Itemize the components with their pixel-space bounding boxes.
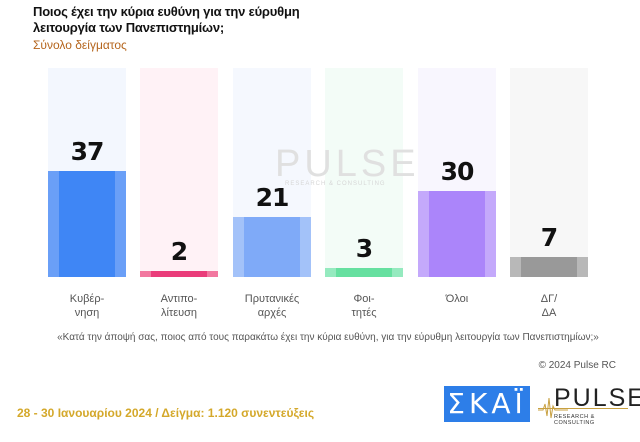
category-label: Κυβέρ-νηση: [48, 292, 126, 320]
bar-column: [140, 68, 218, 277]
bar-column: [510, 68, 588, 277]
bar-value-label: 3: [355, 234, 373, 263]
category-label-line1: Πρυτανικές: [244, 293, 300, 305]
category-label-line2: ΔΑ: [541, 307, 557, 319]
category-label-line1: Όλοι: [445, 293, 469, 305]
survey-question: «Κατά την άποψή σας, ποιος από τους παρα…: [57, 332, 599, 343]
copyright: © 2024 Pulse RC: [538, 360, 616, 371]
bar-column: [48, 68, 126, 277]
category-label: Πρυτανικές αρχές: [233, 292, 311, 320]
bar-column: [233, 68, 311, 277]
category-label: Όλοι: [418, 292, 496, 306]
category-label-line1: ΔΓ/: [540, 293, 558, 305]
category-label: Αντιπο-λίτευση: [140, 292, 218, 320]
bar-value-label: 7: [540, 223, 558, 252]
category-label-line1: Κυβέρ-: [69, 293, 105, 305]
chart-title: Ποιος έχει την κύρια ευθύνη για την εύρυ…: [33, 4, 300, 35]
bar-value-label: 2: [170, 237, 188, 266]
pulse-logo-subtext: RESEARCH & CONSULTING: [554, 414, 595, 426]
bar: [510, 257, 588, 277]
bar-value-label: 30: [440, 157, 475, 186]
bar-column: [418, 68, 496, 277]
bar: [233, 217, 311, 277]
bar: [140, 271, 218, 277]
category-label-line1: Φοι-: [353, 293, 375, 305]
chart-subtitle: Σύνολο δείγματος: [33, 38, 127, 52]
survey-footer: 28 - 30 Ιανουαρίου 2024 / Δείγμα: 1.120 …: [17, 406, 315, 420]
skai-logo: ΣΚΑΪ: [444, 386, 530, 422]
bar-value-label: 21: [255, 183, 290, 212]
bar-column: [325, 68, 403, 277]
bar-value-label: 37: [70, 137, 105, 166]
category-label-line2: νηση: [74, 307, 100, 319]
category-label-line2: λίτευση: [160, 307, 198, 319]
bar: [325, 268, 403, 277]
category-label-line2: τητές: [351, 307, 377, 319]
category-label: ΔΓ/ΔΑ: [510, 292, 588, 320]
pulse-logo: PULSE RESEARCH & CONSULTING: [538, 384, 640, 426]
pulse-logo-text: PULSE: [554, 384, 640, 412]
category-label-line2: αρχές: [257, 307, 287, 319]
bar: [418, 191, 496, 277]
category-label-line1: Αντιπο-: [160, 293, 198, 305]
category-label: Φοι-τητές: [325, 292, 403, 320]
bar: [48, 171, 126, 277]
